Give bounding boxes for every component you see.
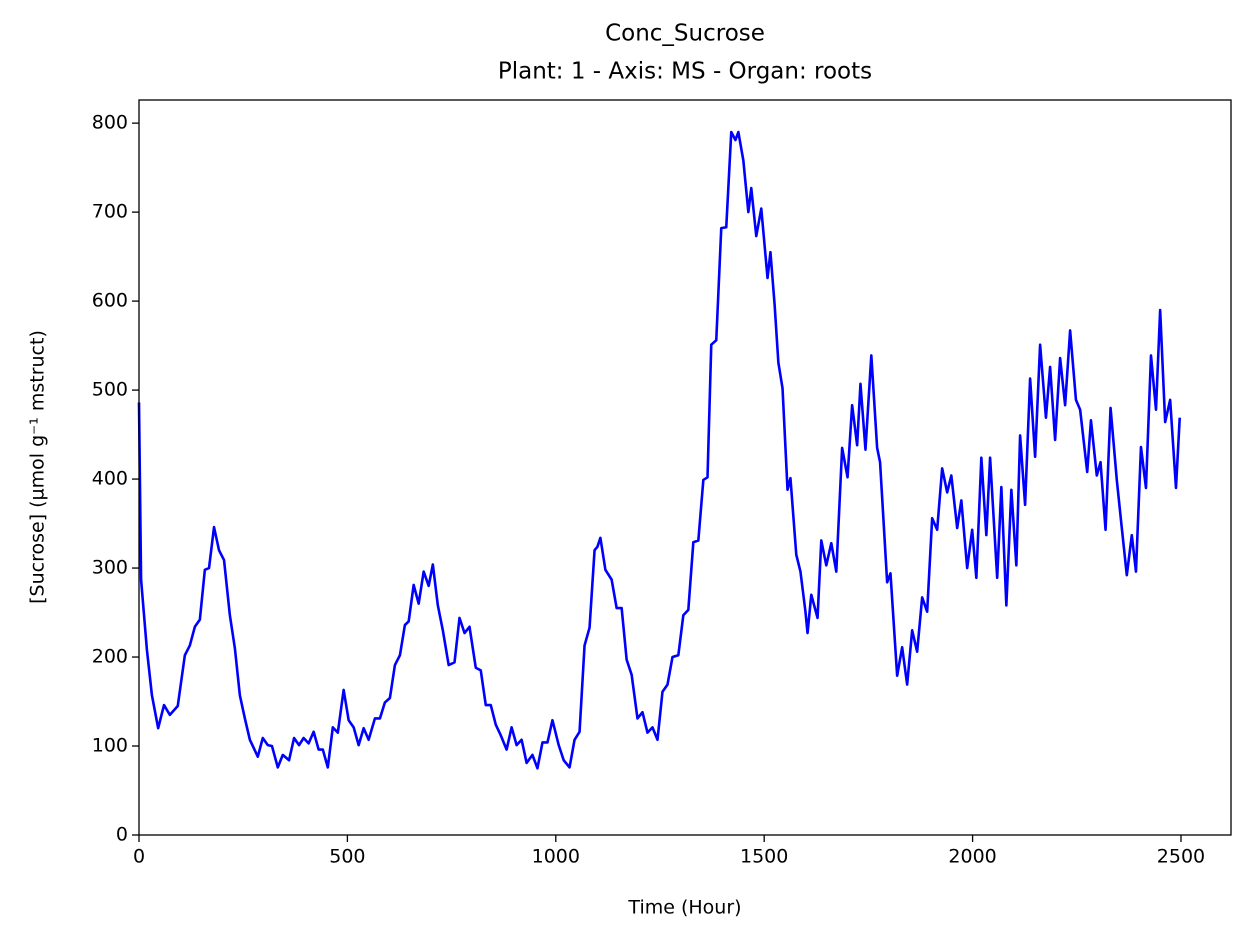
x-axis-label: Time (Hour) [627,897,741,919]
x-tick-label: 1000 [532,846,580,868]
x-tick-label: 2500 [1157,846,1205,868]
y-axis-label: [Sucrose] (µmol g⁻¹ mstruct) [27,330,49,604]
y-tick-label: 500 [92,379,128,401]
x-tick-label: 0 [133,846,145,868]
y-tick-label: 200 [92,646,128,668]
chart-title: Conc_Sucrose [605,21,765,47]
y-tick-label: 100 [92,735,128,757]
x-tick-label: 1500 [740,846,788,868]
chart-subtitle: Plant: 1 - Axis: MS - Organ: roots [498,59,872,85]
plot-frame [138,99,1232,836]
y-tick-label: 400 [92,468,128,490]
data-line [137,130,1182,770]
y-tick-label: 0 [116,824,128,846]
y-tick-label: 600 [92,290,128,312]
y-tick-label: 700 [92,201,128,223]
x-tick-label: 500 [329,846,365,868]
y-tick-label: 300 [92,557,128,579]
y-tick-label: 800 [92,112,128,134]
x-tick-label: 2000 [948,846,996,868]
